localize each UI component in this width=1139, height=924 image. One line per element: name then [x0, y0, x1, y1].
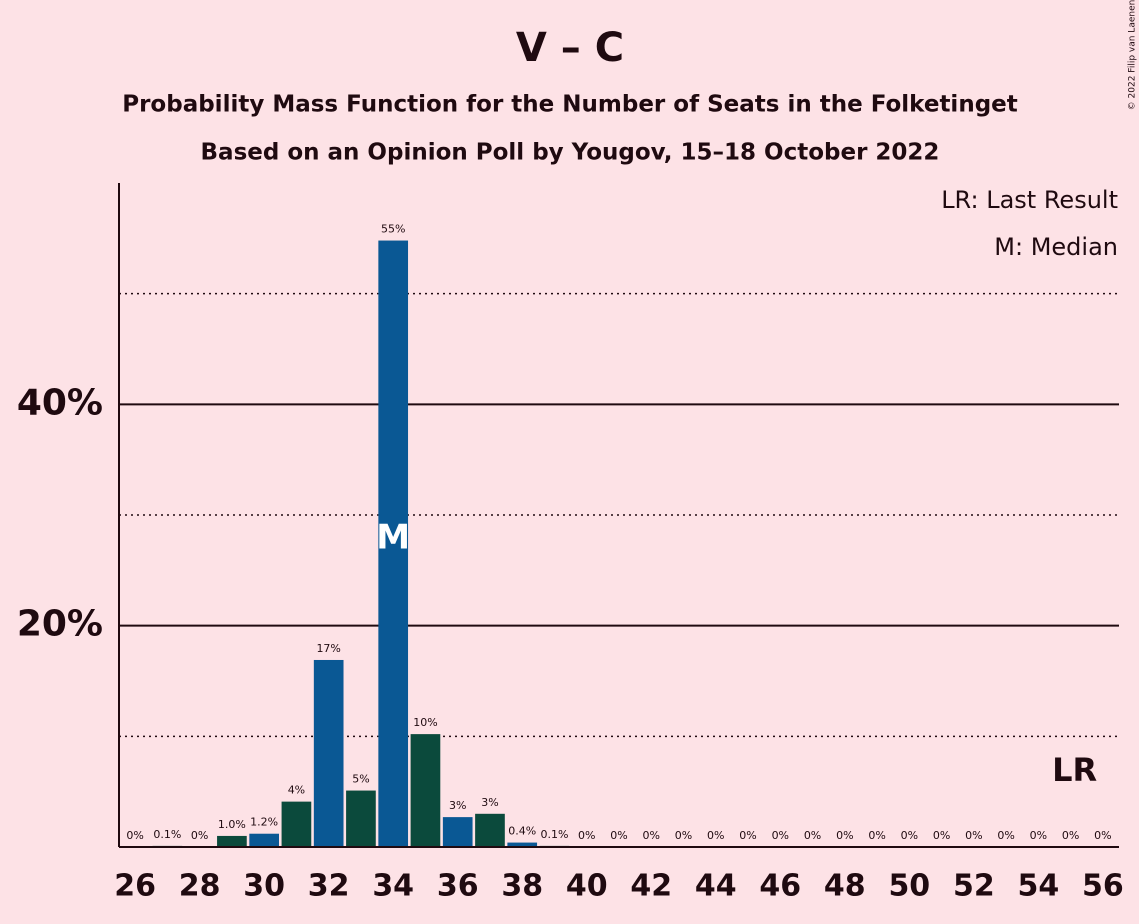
x-tick-label: 34: [372, 869, 414, 904]
value-label: 0%: [933, 829, 950, 842]
value-label: 0%: [1030, 829, 1047, 842]
value-label: 3%: [449, 799, 466, 812]
value-label: 0%: [739, 829, 756, 842]
last-result-marker: LR: [1052, 751, 1097, 789]
x-tick-label: 56: [1082, 869, 1124, 904]
value-label: 0%: [610, 829, 627, 842]
value-label: 17%: [316, 642, 340, 655]
value-label: 10%: [413, 716, 437, 729]
value-label: 0.4%: [508, 825, 536, 838]
bar: [410, 734, 441, 847]
value-label: 0%: [191, 829, 208, 842]
legend-entry: LR: Last Result: [941, 186, 1118, 214]
x-tick-label: 38: [501, 869, 543, 904]
value-label: 0%: [707, 829, 724, 842]
bar: [346, 790, 376, 847]
value-label: 0%: [1094, 829, 1111, 842]
x-tick-label: 36: [437, 869, 479, 904]
median-marker: M: [376, 517, 410, 557]
bar: [217, 835, 247, 847]
x-tick-label: 52: [953, 869, 995, 904]
bar: [475, 813, 505, 847]
x-tick-label: 44: [695, 869, 737, 904]
y-tick-label: 40%: [17, 382, 103, 423]
bar: [507, 842, 538, 847]
x-tick-label: 48: [824, 869, 866, 904]
x-tick-label: 40: [566, 869, 608, 904]
x-tick-label: 50: [888, 869, 930, 904]
bar: [249, 833, 279, 847]
y-tick-label: 20%: [17, 604, 103, 645]
value-label: 0%: [675, 829, 692, 842]
value-label: 0%: [836, 829, 853, 842]
value-label: 0%: [578, 829, 595, 842]
value-label: 0%: [1062, 829, 1079, 842]
x-tick-label: 42: [630, 869, 672, 904]
value-label: 55%: [381, 223, 405, 236]
value-label: 0.1%: [153, 828, 181, 841]
credit: © 2022 Filip van Laenen: [1128, 0, 1138, 110]
x-tick-label: 54: [1017, 869, 1059, 904]
bar: [313, 659, 344, 847]
x-tick-label: 28: [179, 869, 221, 904]
value-label: 3%: [481, 796, 498, 809]
value-label: 0%: [901, 829, 918, 842]
value-label: 0%: [772, 829, 789, 842]
x-tick-label: 46: [759, 869, 801, 904]
value-label: 4%: [288, 784, 305, 797]
bar: [378, 240, 409, 848]
bar: [281, 801, 312, 847]
value-label: 0%: [997, 829, 1014, 842]
chart-subtitle: Probability Mass Function for the Number…: [122, 92, 1018, 118]
value-label: 0%: [643, 829, 660, 842]
value-label: 5%: [352, 773, 369, 786]
value-label: 0%: [804, 829, 821, 842]
chart-subtitle: Based on an Opinion Poll by Yougov, 15–1…: [201, 140, 940, 166]
value-label: 0.1%: [541, 828, 569, 841]
chart-title: V – C: [516, 25, 624, 71]
value-label: 1.0%: [218, 818, 246, 831]
bar: [442, 817, 473, 847]
value-label: 1.2%: [250, 816, 278, 829]
legend-entry: M: Median: [994, 233, 1118, 261]
x-tick-label: 26: [114, 869, 156, 904]
value-label: 0%: [965, 829, 982, 842]
x-tick-label: 30: [243, 869, 285, 904]
value-label: 0%: [868, 829, 885, 842]
value-label: 0%: [126, 829, 143, 842]
x-tick-label: 32: [308, 869, 350, 904]
